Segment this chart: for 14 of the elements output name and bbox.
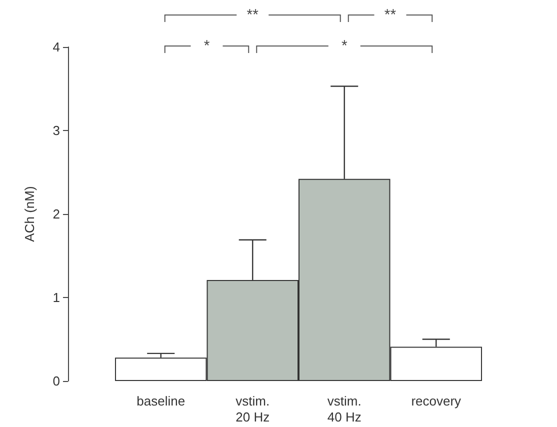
x-tick-label: recovery	[411, 394, 462, 408]
annotation: *	[204, 38, 210, 54]
y-axis-title: ACh (nM)	[22, 186, 37, 242]
x-tick-label: baseline	[136, 394, 186, 408]
y-tick-label: 2	[52, 206, 60, 222]
x-tick-label: vstim. 40 Hz	[327, 394, 362, 424]
text: **	[246, 6, 259, 24]
annotation: *	[341, 38, 348, 54]
y-tick-label: 0	[52, 374, 60, 388]
text: **	[384, 6, 396, 24]
y-tick-label: 3	[52, 123, 60, 138]
y-tick-label: 4	[52, 40, 60, 54]
y-tick-label: 1	[52, 290, 60, 305]
x-tick-label: vstim. 20 Hz	[236, 394, 270, 424]
